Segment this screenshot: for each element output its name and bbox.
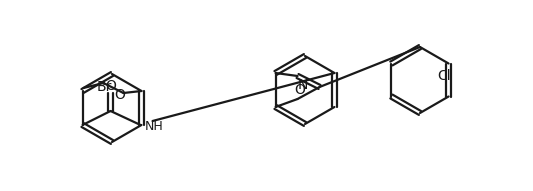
- Text: N: N: [297, 78, 308, 92]
- Text: NH: NH: [144, 121, 163, 134]
- Text: Cl: Cl: [437, 70, 450, 83]
- Text: O: O: [294, 83, 305, 97]
- Text: O: O: [114, 88, 125, 102]
- Text: O: O: [105, 79, 116, 93]
- Text: Br: Br: [96, 80, 112, 94]
